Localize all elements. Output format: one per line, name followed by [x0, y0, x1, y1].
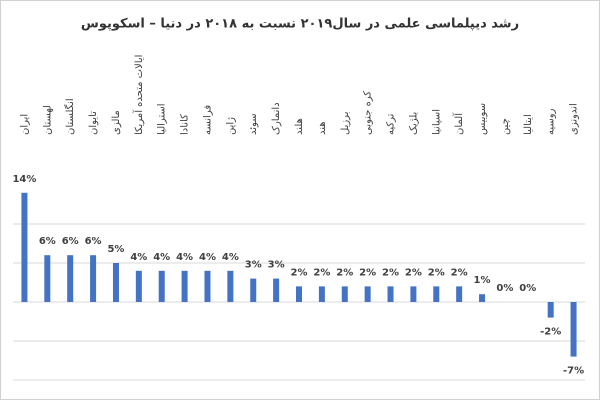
- value-label: 6%: [62, 236, 79, 247]
- x-tick-label: برزیل: [340, 112, 351, 136]
- x-tick-label: آلمان: [452, 112, 465, 135]
- bar: [364, 286, 371, 302]
- value-label: 4%: [199, 252, 216, 263]
- bar: [67, 255, 74, 302]
- x-tick-label: سوییس: [477, 103, 488, 135]
- bar: [296, 286, 302, 302]
- x-tick-label: ایران: [19, 114, 30, 135]
- value-label: 4%: [153, 252, 170, 263]
- x-tick-label: هلند: [294, 118, 305, 135]
- bar: [204, 270, 211, 302]
- bar: [456, 286, 463, 302]
- bar: [433, 286, 440, 302]
- value-label: 2%: [359, 267, 376, 278]
- x-tick-label: ژاپن: [225, 117, 236, 135]
- bar: [158, 270, 165, 302]
- x-tick-label: اندونزی: [569, 103, 580, 135]
- x-tick-label: مالزی: [111, 110, 122, 135]
- bar: [479, 294, 486, 302]
- bar: [570, 302, 577, 357]
- x-tick-label: بلژیک: [408, 112, 419, 135]
- value-label: 3%: [268, 260, 285, 271]
- value-label: 2%: [291, 267, 308, 278]
- x-tick-label: کانادا: [180, 114, 191, 135]
- x-tick-label: روسیه: [546, 108, 557, 135]
- value-label: -7%: [563, 366, 584, 377]
- value-label: 2%: [336, 267, 353, 278]
- bar: [44, 255, 51, 302]
- value-label: 2%: [382, 267, 399, 278]
- bar: [547, 302, 554, 318]
- x-tick-label: اسپانیا: [431, 109, 442, 135]
- value-label: 6%: [39, 236, 56, 247]
- value-label: 2%: [313, 267, 330, 278]
- x-tick-label: استرالیا: [157, 103, 168, 135]
- value-label: 2%: [405, 267, 422, 278]
- chart-title: رشد دیپلماسی علمی در سال۲۰۱۹ نسبت به ۲۰۱…: [81, 17, 519, 32]
- bar: [250, 278, 257, 302]
- value-label: 2%: [451, 267, 468, 278]
- bar: [318, 286, 325, 302]
- value-label: 6%: [85, 236, 102, 247]
- bar: [90, 255, 97, 302]
- bar: [387, 286, 394, 302]
- x-tick-label: ایالات متحده آمریکا: [132, 55, 145, 135]
- x-tick-label: ایتالیا: [523, 114, 534, 135]
- x-tick-label: چین: [500, 118, 511, 135]
- x-tick-label: هند: [317, 121, 328, 135]
- x-tick-label: تایوان: [88, 111, 99, 135]
- bar: [181, 270, 188, 302]
- value-label: 4%: [176, 252, 193, 263]
- x-tick-label: سوئد: [248, 113, 259, 135]
- value-label: 0%: [496, 283, 513, 294]
- x-tick-label: لهستان: [42, 105, 53, 135]
- value-label: 5%: [107, 244, 124, 255]
- x-tick-label: ترکیه: [386, 113, 397, 135]
- value-label: 4%: [222, 252, 239, 263]
- x-tick-label: کره جنوبی: [363, 91, 374, 135]
- x-tick-label: انگلستان: [64, 98, 76, 135]
- bar: [21, 192, 28, 302]
- bar: [410, 286, 417, 302]
- value-label: -2%: [540, 327, 561, 338]
- value-label: 0%: [519, 283, 536, 294]
- value-label: 2%: [428, 267, 445, 278]
- value-label: 4%: [130, 252, 147, 263]
- value-label: 14%: [12, 174, 36, 185]
- x-tick-label: فرانسه: [202, 105, 213, 135]
- bar: [135, 270, 142, 302]
- bar: [227, 270, 234, 302]
- bar: [112, 263, 119, 302]
- bar: [341, 286, 348, 302]
- value-label: 3%: [245, 260, 262, 271]
- x-tick-label: دانمارک: [271, 102, 282, 135]
- value-label: 1%: [474, 275, 491, 286]
- bar: [273, 278, 280, 302]
